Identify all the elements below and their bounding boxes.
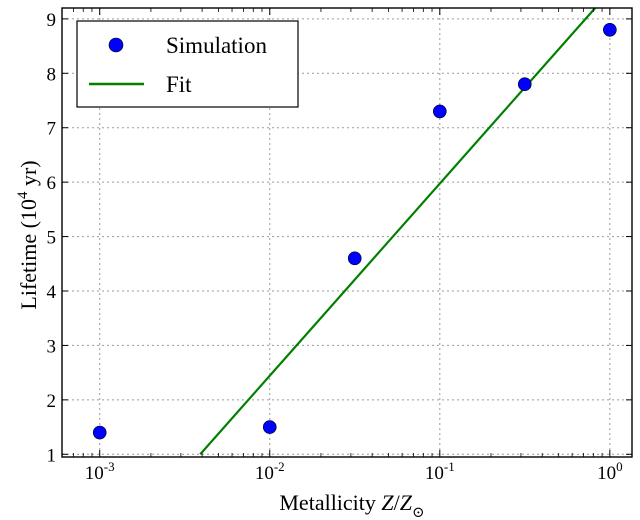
- grid: [62, 8, 632, 457]
- x-axis-label: Metallicity Z/Z⊙: [279, 490, 424, 520]
- legend: Simulation Fit: [76, 20, 299, 108]
- y-tick-label: 3: [47, 336, 57, 357]
- y-tick-label: 6: [47, 173, 57, 194]
- y-tick-label: 4: [47, 282, 57, 303]
- simulation-point: [432, 104, 447, 119]
- x-tick-label: 10-3: [85, 459, 115, 484]
- simulation-point: [347, 251, 362, 266]
- simulation-point: [517, 77, 532, 91]
- y-tick-label: 2: [47, 391, 57, 412]
- simulation-point: [603, 22, 617, 37]
- simulation-point: [262, 420, 277, 434]
- y-axis-label: Lifetime (104 yr): [15, 160, 41, 309]
- y-tick-label: 1: [47, 445, 57, 466]
- x-tick-label: 10-2: [255, 459, 285, 484]
- legend-fit-label: Fit: [166, 72, 192, 97]
- ticks: [61, 8, 632, 457]
- legend-box: [76, 20, 299, 108]
- legend-simulation-label: Simulation: [166, 33, 267, 58]
- legend-simulation-marker: [108, 37, 124, 53]
- y-tick-label: 9: [47, 10, 57, 31]
- y-tick-label: 7: [47, 119, 57, 140]
- x-tick-label: 10-1: [425, 459, 455, 484]
- y-tick-label: 8: [47, 64, 57, 85]
- simulation-point: [92, 425, 107, 440]
- simulation-points-layer: [92, 22, 617, 440]
- plot-frame: [61, 7, 633, 458]
- tick-labels: 1 2 3 4 5 6 7 8 9 10-3 10-2 10-1 100: [47, 10, 623, 484]
- x-tick-label: 100: [597, 459, 623, 484]
- y-tick-label: 5: [47, 228, 57, 249]
